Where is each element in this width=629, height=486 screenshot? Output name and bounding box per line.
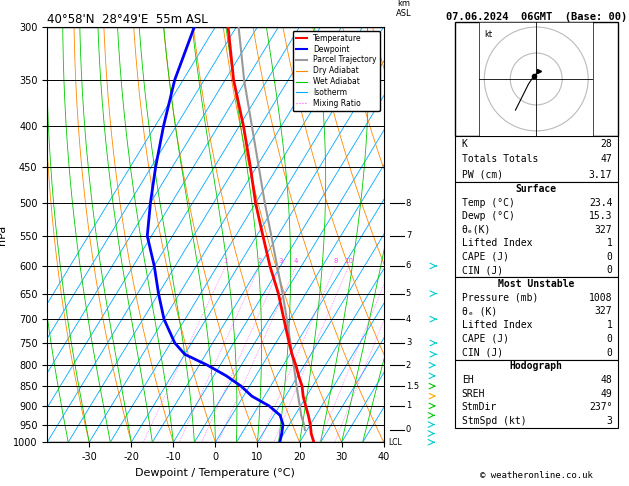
Bar <box>455 360 618 428</box>
Text: 0: 0 <box>606 348 613 358</box>
Text: 47: 47 <box>601 154 613 164</box>
Text: 3: 3 <box>279 258 283 264</box>
Text: Totals Totals: Totals Totals <box>462 154 538 164</box>
X-axis label: Dewpoint / Temperature (°C): Dewpoint / Temperature (°C) <box>135 468 296 478</box>
Text: Lifted Index: Lifted Index <box>462 238 532 248</box>
Text: 1: 1 <box>606 320 613 330</box>
Text: Temp (°C): Temp (°C) <box>462 197 515 208</box>
Text: km
ASL: km ASL <box>396 0 412 18</box>
Text: 5: 5 <box>406 289 411 298</box>
Text: LCL: LCL <box>389 438 403 447</box>
Text: θₑ(K): θₑ(K) <box>462 225 491 235</box>
Text: 1: 1 <box>606 238 613 248</box>
Text: © weatheronline.co.uk: © weatheronline.co.uk <box>480 471 593 480</box>
Text: 8: 8 <box>333 258 338 264</box>
Text: 2: 2 <box>257 258 262 264</box>
Bar <box>455 182 618 277</box>
Text: K: K <box>462 139 468 149</box>
Text: 0: 0 <box>606 334 613 344</box>
Text: 15.3: 15.3 <box>589 211 613 221</box>
Text: 4: 4 <box>294 258 298 264</box>
Text: Dewp (°C): Dewp (°C) <box>462 211 515 221</box>
Text: 1: 1 <box>406 401 411 410</box>
Legend: Temperature, Dewpoint, Parcel Trajectory, Dry Adiabat, Wet Adiabat, Isotherm, Mi: Temperature, Dewpoint, Parcel Trajectory… <box>292 31 380 111</box>
Text: 28: 28 <box>601 139 613 149</box>
Text: 1: 1 <box>223 258 228 264</box>
Text: 237°: 237° <box>589 402 613 412</box>
Text: 327: 327 <box>594 307 613 316</box>
Text: 0: 0 <box>606 265 613 275</box>
Text: 2: 2 <box>406 361 411 370</box>
Bar <box>455 22 618 136</box>
Bar <box>455 277 618 360</box>
Text: StmDir: StmDir <box>462 402 497 412</box>
Text: StmSpd (kt): StmSpd (kt) <box>462 416 526 426</box>
Text: 49: 49 <box>601 389 613 399</box>
Text: EH: EH <box>462 375 474 385</box>
Text: 07.06.2024  06GMT  (Base: 00): 07.06.2024 06GMT (Base: 00) <box>445 12 627 22</box>
Text: CAPE (J): CAPE (J) <box>462 334 509 344</box>
Text: 0: 0 <box>606 252 613 262</box>
Text: Pressure (mb): Pressure (mb) <box>462 293 538 303</box>
Text: 3: 3 <box>406 338 411 347</box>
Text: 4: 4 <box>406 314 411 324</box>
Text: 23.4: 23.4 <box>589 197 613 208</box>
Text: 40°58'N  28°49'E  55m ASL: 40°58'N 28°49'E 55m ASL <box>47 13 208 26</box>
Text: Most Unstable: Most Unstable <box>498 279 574 289</box>
Text: 0: 0 <box>406 425 411 434</box>
Y-axis label: hPa: hPa <box>0 225 8 244</box>
Text: kt: kt <box>484 30 493 39</box>
Text: CIN (J): CIN (J) <box>462 348 503 358</box>
Text: 48: 48 <box>601 375 613 385</box>
Text: 327: 327 <box>594 225 613 235</box>
Text: 3.17: 3.17 <box>589 170 613 179</box>
Text: Hodograph: Hodograph <box>509 362 563 371</box>
Text: 10: 10 <box>344 258 353 264</box>
Text: Lifted Index: Lifted Index <box>462 320 532 330</box>
Text: θₑ (K): θₑ (K) <box>462 307 497 316</box>
Text: Surface: Surface <box>516 184 557 194</box>
Text: SREH: SREH <box>462 389 486 399</box>
Text: 7: 7 <box>406 231 411 241</box>
Text: 6: 6 <box>406 261 411 270</box>
Text: 1008: 1008 <box>589 293 613 303</box>
Text: 3: 3 <box>606 416 613 426</box>
Text: CIN (J): CIN (J) <box>462 265 503 275</box>
Text: CAPE (J): CAPE (J) <box>462 252 509 262</box>
Bar <box>455 136 618 182</box>
Text: 8: 8 <box>406 199 411 208</box>
Text: PW (cm): PW (cm) <box>462 170 503 179</box>
Text: 1.5: 1.5 <box>406 382 419 391</box>
